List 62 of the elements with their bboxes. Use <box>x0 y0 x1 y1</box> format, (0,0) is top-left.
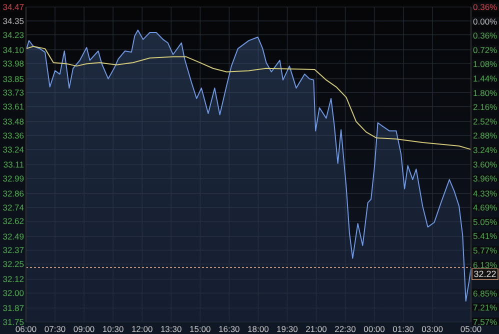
x-tick-label: 19:30 <box>276 324 298 334</box>
y-tick-label: 32.86 <box>2 188 24 198</box>
y2-tick-label: 4.33% <box>473 188 498 198</box>
y2-tick-label: 3.60% <box>473 159 498 170</box>
y2-tick-label: 6.13% <box>473 260 498 270</box>
x-tick-label: 12:00 <box>131 324 153 334</box>
y2-tick-label: 2.16% <box>473 102 498 112</box>
y-tick-label: 32.49 <box>2 231 24 242</box>
y-tick-label: 32.74 <box>2 202 24 212</box>
y2-tick-label: 5.77% <box>473 246 498 256</box>
y2-tick-label: 6.85% <box>473 288 498 298</box>
x-tick-label: 18:00 <box>248 324 270 334</box>
y-tick-label: 34.47 <box>2 2 24 12</box>
y2-tick-label: 0.36% <box>473 2 498 12</box>
y-tick-label: 33.73 <box>2 88 24 98</box>
y2-tick-label: 7.21% <box>473 302 498 313</box>
y-tick-label: 34.10 <box>2 44 24 55</box>
y2-tick-label: 2.88% <box>473 130 498 141</box>
x-tick-label: 05:00 <box>460 324 482 334</box>
y2-tick-label: 5.41% <box>473 231 498 242</box>
y-tick-label: 32.99 <box>2 173 24 184</box>
y-tick-label: 34.23 <box>2 30 24 40</box>
y2-tick-label: 0.36% <box>473 30 498 41</box>
x-tick-label: 16:30 <box>218 324 240 334</box>
y-tick-label: 33.11 <box>3 160 24 170</box>
y2-tick-label: 4.69% <box>473 202 498 213</box>
ref-line-label: 32.22 <box>474 269 496 280</box>
y2-tick-label: 3.24% <box>473 145 498 155</box>
y2-tick-label: 2.52% <box>473 116 498 126</box>
x-tick-label: 13:30 <box>160 324 182 334</box>
y2-tick-label: 7.57% <box>473 317 498 327</box>
x-tick-label: 15:00 <box>189 324 212 334</box>
y-tick-label: 33.98 <box>2 58 24 69</box>
y-tick-label: 32.12 <box>2 274 24 284</box>
y2-tick-label: 5.05% <box>473 216 498 227</box>
x-tick-label: 22:30 <box>334 324 356 334</box>
x-tick-label: 06:00 <box>15 324 37 334</box>
y-tick-label: 32.37 <box>2 245 24 256</box>
y-tick-label: 33.61 <box>2 102 24 112</box>
y-tick-label: 32.25 <box>2 259 24 270</box>
x-tick-label: 10:30 <box>102 324 124 334</box>
y-tick-label: 33.48 <box>2 116 24 127</box>
y2-tick-label: 1.80% <box>473 88 498 98</box>
x-tick-label: 21:00 <box>306 324 328 334</box>
y-tick-label: 32.00 <box>2 288 24 298</box>
y2-tick-label: 3.96% <box>473 174 498 184</box>
x-tick-label: 01:30 <box>392 324 414 334</box>
x-tick-label: 09:00 <box>73 324 95 334</box>
y2-tick-label: 0.00% <box>473 16 498 26</box>
y2-tick-label: 0.72% <box>473 44 498 55</box>
y-tick-label: 32.62 <box>2 216 24 226</box>
y2-tick-label: 1.08% <box>473 59 498 70</box>
x-tick-label: 03:00 <box>422 324 444 334</box>
y-tick-label: 31.75 <box>2 317 24 327</box>
y-tick-label: 33.36 <box>2 130 24 141</box>
y-tick-label: 33.85 <box>2 74 24 84</box>
y2-tick-label: 1.44% <box>473 74 498 84</box>
x-tick-label: 07:30 <box>44 324 66 334</box>
y-tick-label: 34.35 <box>2 16 24 26</box>
y-tick-label: 31.87 <box>2 303 24 314</box>
y-tick-label: 33.24 <box>2 144 24 154</box>
x-tick-label: 00:00 <box>364 324 386 334</box>
